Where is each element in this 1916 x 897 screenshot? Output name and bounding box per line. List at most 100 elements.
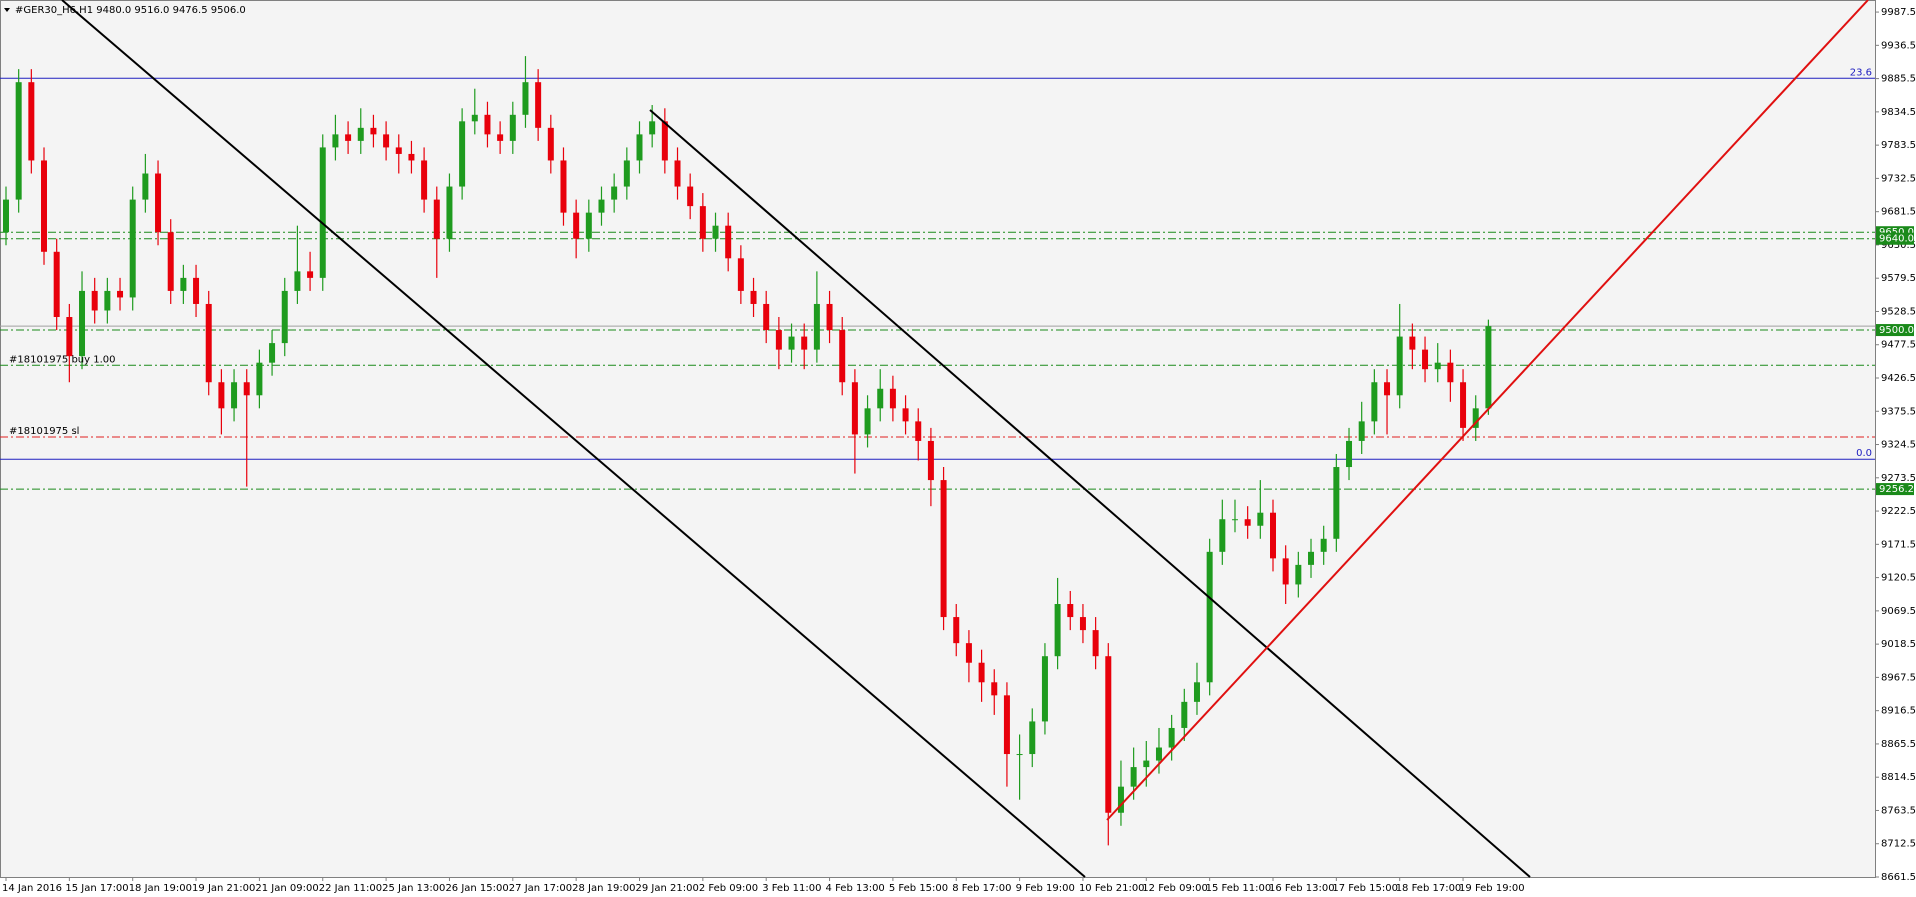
y-tick-label: 9783.5 <box>1881 140 1916 151</box>
x-tick-label: 21 Jan 09:00 <box>255 883 318 894</box>
candle-body <box>1193 682 1200 702</box>
candle-body <box>281 290 288 344</box>
candle-body <box>256 362 263 396</box>
candle-body <box>1029 721 1036 755</box>
candle-body <box>750 290 757 304</box>
candle-body <box>1308 551 1315 565</box>
candle-body <box>205 303 212 383</box>
candle-body <box>408 153 415 161</box>
x-tick-label: 19 Feb 19:00 <box>1459 883 1525 894</box>
y-tick-label: 9120.5 <box>1881 573 1916 584</box>
candle-body <box>307 271 314 278</box>
x-tick-label: 18 Feb 17:00 <box>1396 883 1462 894</box>
trend-line <box>61 0 1086 878</box>
candle-body <box>497 134 504 141</box>
candle-body <box>459 121 466 187</box>
candle-body <box>1143 760 1150 768</box>
candle-body <box>1092 630 1099 657</box>
level-box <box>1876 232 1914 245</box>
candle-body <box>1333 467 1340 539</box>
x-tick-label: 3 Feb 11:00 <box>762 883 821 894</box>
candle-body <box>53 251 60 318</box>
level-label: 9650.0 <box>1879 227 1914 238</box>
candle-body <box>1003 695 1010 755</box>
candle-body <box>927 440 934 481</box>
y-tick-label: 9273.5 <box>1881 473 1916 484</box>
candle-body <box>1422 349 1429 370</box>
candle-body <box>788 336 795 350</box>
candle-body <box>1320 538 1327 552</box>
y-tick-label: 9222.5 <box>1881 506 1916 517</box>
candle-body <box>1396 336 1403 396</box>
x-tick-label: 12 Feb 09:00 <box>1142 883 1208 894</box>
candle-body <box>851 382 858 435</box>
level-label: 9256.2 <box>1879 484 1914 495</box>
candle-body <box>1295 564 1302 585</box>
x-tick-label: 15 Feb 11:00 <box>1206 883 1272 894</box>
candle-body <box>79 290 86 357</box>
y-tick-label: 9477.5 <box>1881 340 1916 351</box>
candle-body <box>294 271 301 291</box>
candle-body <box>1054 604 1061 657</box>
candle-body <box>978 662 985 683</box>
candle-body <box>737 258 744 291</box>
candle-body <box>687 186 694 207</box>
candle-body <box>484 114 491 135</box>
candle-body <box>1041 656 1048 722</box>
candle-body <box>940 480 947 618</box>
candle-body <box>1117 786 1124 813</box>
candle-body <box>421 160 428 200</box>
fibo-label: 0.0 <box>1856 448 1872 459</box>
y-tick-label: 9018.5 <box>1881 639 1916 650</box>
candle-body <box>889 388 896 409</box>
candle-body <box>104 290 111 311</box>
x-tick-label: 29 Jan 21:00 <box>636 883 699 894</box>
candle-body <box>915 421 922 441</box>
y-tick-label: 9987.5 <box>1881 7 1916 18</box>
candle-body <box>117 290 124 298</box>
x-tick-label: 2 Feb 09:00 <box>699 883 758 894</box>
y-tick-label: 9885.5 <box>1881 74 1916 85</box>
x-tick-label: 22 Jan 11:00 <box>319 883 382 894</box>
y-tick-label: 9579.5 <box>1881 273 1916 284</box>
y-tick-label: 8814.5 <box>1881 772 1916 783</box>
fibo-label: 23.6 <box>1850 67 1872 78</box>
candle-body <box>1155 747 1162 761</box>
candle-body <box>1282 558 1289 585</box>
candle-body <box>1472 408 1479 428</box>
candle-body <box>218 382 225 409</box>
x-tick-label: 8 Feb 17:00 <box>952 883 1011 894</box>
candle-body <box>877 388 884 409</box>
candle-body <box>1270 512 1276 559</box>
y-tick-label: 9834.5 <box>1881 107 1916 118</box>
candle-body <box>623 160 630 187</box>
candle-body <box>1434 362 1441 370</box>
menu-arrow[interactable] <box>4 8 10 12</box>
candle-body <box>155 173 162 233</box>
x-tick-label: 26 Jan 15:00 <box>445 883 508 894</box>
level-label: 9640.0 <box>1879 234 1914 245</box>
candle-body <box>66 317 73 357</box>
y-tick-label: 8865.5 <box>1881 739 1916 750</box>
candle-body <box>1016 754 1023 756</box>
y-tick-label: 9528.5 <box>1881 306 1916 317</box>
candle-body <box>636 134 643 161</box>
candle-body <box>1105 656 1112 813</box>
candle-body <box>864 408 871 435</box>
candle-body <box>535 82 542 128</box>
candle-body <box>1485 326 1492 409</box>
trend-line <box>649 109 1531 878</box>
candle-body <box>1371 382 1378 422</box>
order-label: #18101975 sl <box>9 426 79 437</box>
candle-body <box>1130 767 1137 787</box>
candle-body <box>142 173 149 200</box>
y-tick-label: 9681.5 <box>1881 207 1916 218</box>
level-box <box>1876 483 1914 496</box>
candle-body <box>180 277 187 291</box>
candle-body <box>598 199 605 213</box>
y-tick-label: 9069.5 <box>1881 606 1916 617</box>
y-tick-label: 9324.5 <box>1881 440 1916 451</box>
candle-body <box>357 127 364 141</box>
candle-body <box>395 147 402 154</box>
y-tick-label: 9171.5 <box>1881 539 1916 550</box>
